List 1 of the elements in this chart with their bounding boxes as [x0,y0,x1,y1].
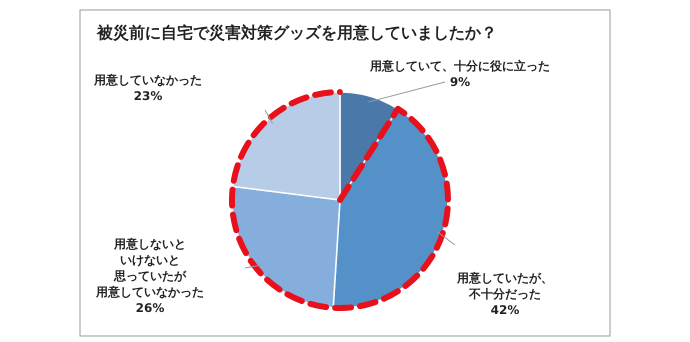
chart-title: 被災前に自宅で災害対策グッズを用意していましたか？ [96,23,497,42]
